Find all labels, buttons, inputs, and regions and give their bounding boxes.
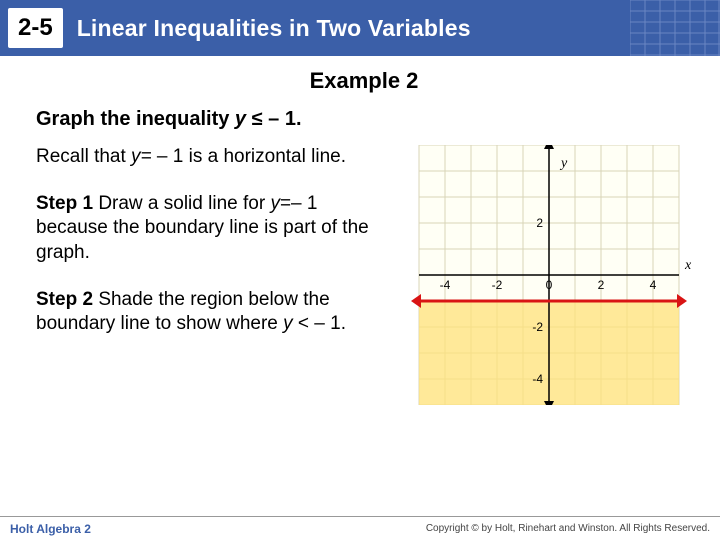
- svg-text:-4: -4: [440, 278, 451, 292]
- svg-text:y: y: [559, 156, 568, 171]
- svg-text:2: 2: [598, 278, 605, 292]
- svg-text:x: x: [684, 258, 692, 273]
- step2-label: Step 2: [36, 289, 98, 310]
- lesson-number-badge: 2-5: [8, 8, 63, 48]
- instruction-line: Graph the inequality y ≤ – 1.: [36, 108, 692, 131]
- instruction-suffix: ≤ – 1.: [246, 108, 301, 130]
- svg-text:4: 4: [650, 278, 657, 292]
- svg-text:2: 2: [536, 216, 543, 230]
- footer-bar: Holt Algebra 2 Copyright © by Holt, Rine…: [0, 516, 720, 540]
- step2-var: y: [283, 313, 293, 334]
- step2-text-b: < – 1.: [293, 313, 346, 334]
- svg-text:-2: -2: [532, 320, 543, 334]
- instruction-prefix: Graph the inequality: [36, 108, 235, 130]
- footer-right: Copyright © by Holt, Rinehart and Winsto…: [426, 523, 710, 534]
- step1-var: y: [270, 193, 280, 214]
- step1-label: Step 1: [36, 193, 98, 214]
- text-column: Recall that y= – 1 is a horizontal line.…: [36, 145, 386, 405]
- recall-prefix: Recall that: [36, 146, 131, 167]
- step1-text-a: Draw a solid line for: [98, 193, 270, 214]
- recall-paragraph: Recall that y= – 1 is a horizontal line.: [36, 145, 386, 170]
- svg-text:-2: -2: [492, 278, 503, 292]
- recall-suffix: – 1 is a horizontal line.: [157, 146, 346, 167]
- svg-text:-4: -4: [532, 372, 543, 386]
- example-label: Example 2: [36, 68, 692, 94]
- content-area: Example 2 Graph the inequality y ≤ – 1. …: [0, 56, 720, 405]
- instruction-var: y: [235, 108, 246, 130]
- header-grid-decoration: [630, 0, 720, 56]
- footer-left: Holt Algebra 2: [10, 522, 91, 536]
- step2-paragraph: Step 2 Shade the region below the bounda…: [36, 288, 386, 337]
- graph-column: -4 -2 0 2 4 -4 -2 2 y x: [404, 145, 694, 405]
- header-bar: 2-5 Linear Inequalities in Two Variables: [0, 0, 720, 56]
- recall-mid: y=: [131, 146, 157, 167]
- step1-paragraph: Step 1 Draw a solid line for y=– 1 becau…: [36, 192, 386, 266]
- inequality-graph: -4 -2 0 2 4 -4 -2 2 y x: [404, 145, 694, 405]
- header-title: Linear Inequalities in Two Variables: [77, 15, 471, 42]
- graph-container: -4 -2 0 2 4 -4 -2 2 y x: [404, 145, 694, 405]
- svg-text:0: 0: [546, 278, 553, 292]
